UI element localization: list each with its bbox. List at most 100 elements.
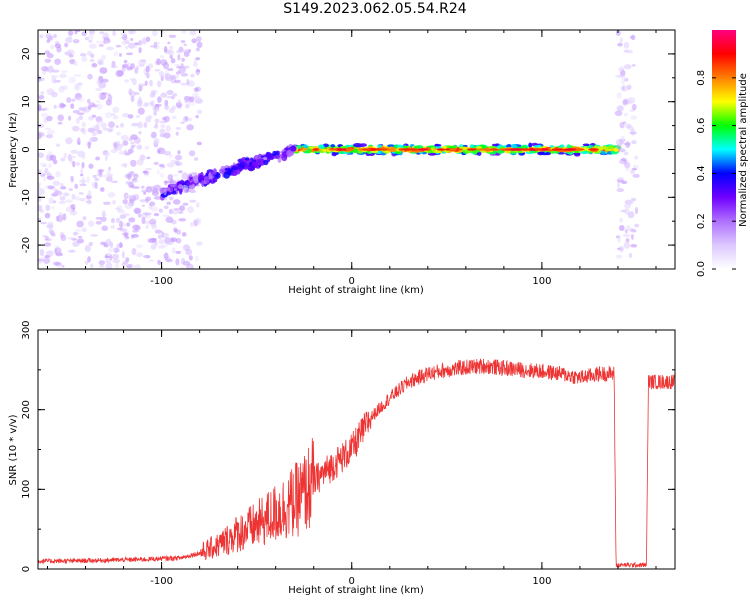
- spectrogram-blob: [141, 216, 146, 225]
- spectrogram-y-label: Frequency (Hz): [8, 112, 19, 188]
- spectrogram-blob: [625, 238, 630, 243]
- spectrogram-blob: [99, 187, 105, 192]
- spectrogram-blob: [145, 72, 150, 79]
- spectrogram-blob: [231, 166, 239, 171]
- spectrogram-blob: [53, 104, 57, 110]
- spectrogram-blob: [476, 151, 482, 156]
- spectrogram-blob: [56, 46, 62, 53]
- spectrogram-blob: [88, 39, 93, 43]
- spectrogram-blob: [65, 137, 73, 145]
- spectrogram-blob: [208, 172, 212, 180]
- spectrogram-blob: [45, 32, 52, 40]
- spectrogram-blob: [272, 150, 277, 156]
- spectrogram-blob: [618, 224, 625, 232]
- spectrogram-blob: [224, 167, 231, 171]
- spectrogram-x-tick-label: -100: [150, 276, 173, 287]
- spectrogram-blob: [122, 140, 129, 146]
- spectrogram-blob: [100, 216, 107, 222]
- spectrogram-blob: [618, 148, 626, 153]
- spectrogram-blob: [120, 36, 128, 40]
- spectrogram-blob: [466, 148, 477, 151]
- spectrogram-blob: [126, 52, 133, 56]
- spectrogram-blob: [79, 53, 87, 57]
- spectrogram-blob: [55, 215, 60, 222]
- spectrogram-blob: [223, 171, 231, 179]
- spectrogram-blob: [165, 125, 171, 133]
- spectrogram-blob: [119, 228, 128, 232]
- spectrogram-blob: [112, 253, 120, 260]
- spectrogram-blob: [92, 174, 97, 179]
- spectrogram-blob: [60, 182, 64, 188]
- spectrogram-blob: [632, 173, 640, 178]
- spectrogram-blob: [127, 148, 134, 154]
- spectrogram-blob: [130, 159, 137, 167]
- spectrogram-blob: [72, 160, 76, 168]
- spectrogram-blob: [617, 42, 623, 47]
- spectrogram-blob: [195, 115, 199, 119]
- spectrogram-blob: [125, 236, 130, 239]
- spectrogram-blob: [177, 150, 181, 155]
- spectrogram-blob: [38, 98, 42, 102]
- spectrogram-blob: [105, 262, 113, 269]
- spectrogram-blob: [601, 146, 609, 150]
- spectrogram-blob: [38, 182, 42, 186]
- spectrogram-blob: [110, 65, 118, 69]
- spectrogram-blob: [131, 186, 140, 189]
- spectrogram-blob: [106, 46, 114, 51]
- spectrogram-blob: [115, 69, 124, 78]
- figure-title: S149.2023.062.05.54.R24: [283, 1, 467, 17]
- spectrogram-blob: [145, 116, 152, 123]
- spectrogram-blob: [427, 152, 437, 156]
- spectrogram-blob: [180, 121, 185, 124]
- spectrogram-blob: [39, 34, 44, 39]
- spectrogram-blob: [615, 144, 622, 150]
- spectrogram-blob: [96, 121, 101, 127]
- spectrogram-blob: [169, 74, 177, 80]
- spectrogram-blob: [87, 127, 96, 133]
- spectrogram-blob: [54, 262, 62, 267]
- colorbar-tick-label: 0.6: [696, 118, 707, 134]
- spectrogram-blob: [138, 131, 142, 135]
- spectrogram-blob: [179, 266, 186, 269]
- spectrogram-blob: [621, 157, 627, 162]
- spectrogram-blob: [359, 143, 367, 147]
- spectrogram-blob: [75, 117, 80, 124]
- spectrogram-blob: [76, 112, 85, 115]
- spectrogram-blob: [164, 104, 169, 111]
- spectrogram-blob: [98, 119, 104, 123]
- spectrogram-blob: [159, 133, 165, 138]
- spectrogram-blob: [164, 180, 168, 186]
- spectrogram-blob: [620, 135, 626, 142]
- spectrogram-blob: [137, 121, 143, 129]
- spectrogram-blob: [193, 87, 199, 93]
- spectrogram-blob: [45, 204, 51, 212]
- spectrogram-blob: [87, 190, 92, 197]
- spectrogram-blob: [618, 245, 625, 253]
- spectrogram-blob: [69, 158, 73, 164]
- spectrogram-blob: [614, 110, 623, 117]
- spectrogram-blob: [181, 232, 187, 237]
- spectrogram-blob: [175, 72, 179, 80]
- spectrogram-blob: [142, 170, 148, 174]
- spectrogram-blob: [38, 260, 43, 264]
- spectrogram-blob: [86, 176, 90, 184]
- spectrogram-blob: [183, 49, 191, 54]
- spectrogram-blob: [163, 45, 168, 53]
- spectrogram-blob: [136, 114, 140, 119]
- spectrogram-blob: [188, 172, 196, 178]
- spectrogram-blob: [73, 83, 82, 91]
- spectrogram-blob: [58, 85, 65, 93]
- spectrogram-blob: [171, 105, 177, 111]
- spectrogram-blob: [139, 199, 147, 203]
- spectrogram-blob: [370, 148, 377, 151]
- spectrogram-blob: [124, 79, 130, 83]
- spectrogram-blob: [623, 241, 631, 249]
- spectrogram-blob: [138, 83, 146, 87]
- spectrogram-blob: [166, 241, 174, 246]
- spectrogram-blob: [110, 225, 116, 229]
- spectrogram-blob: [163, 205, 169, 209]
- spectrogram-blob: [178, 46, 184, 53]
- spectrogram-blob: [629, 109, 635, 112]
- spectrogram-blob: [38, 185, 41, 190]
